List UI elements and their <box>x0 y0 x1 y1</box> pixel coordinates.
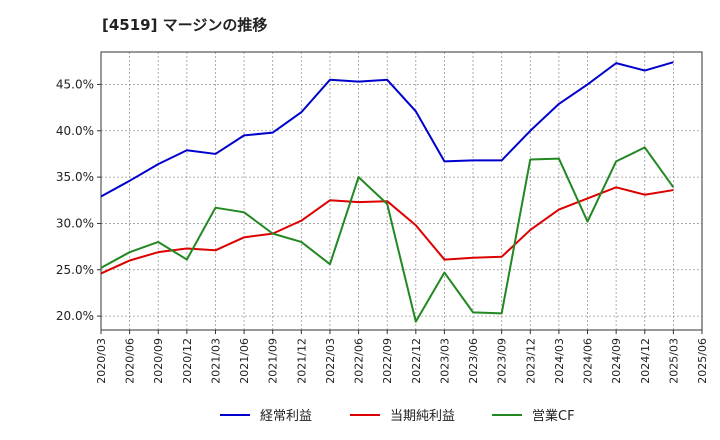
plot-frame <box>100 51 703 331</box>
x-tick-label: 2023/06 <box>467 338 480 384</box>
legend-label-2: 営業CF <box>532 408 575 424</box>
y-tick-label: 35.0% <box>56 170 94 184</box>
x-tick-label: 2021/12 <box>295 338 308 384</box>
x-tick-label: 2022/09 <box>381 338 394 384</box>
x-tick-label: 2022/06 <box>353 338 366 384</box>
x-tick-label: 2022/12 <box>410 338 423 384</box>
x-tick-label: 2024/09 <box>610 338 623 384</box>
x-tick-label: 2024/03 <box>553 338 566 384</box>
y-tick-label: 40.0% <box>56 124 94 138</box>
legend-label-0: 経常利益 <box>260 409 312 424</box>
x-tick-label: 2023/12 <box>524 338 537 384</box>
x-tick-label: 2024/12 <box>639 338 652 384</box>
x-tick-label: 2020/03 <box>95 338 108 384</box>
series-line-0 <box>100 61 674 198</box>
x-tick-label: 2023/09 <box>496 338 509 384</box>
y-tick-label: 20.0% <box>56 309 94 323</box>
x-tick-label: 2021/03 <box>209 338 222 384</box>
y-tick-label: 45.0% <box>56 77 94 91</box>
chart-title: [4519] マージンの推移 <box>102 16 268 34</box>
series-line-2 <box>100 146 675 323</box>
x-tick-label: 2025/03 <box>667 338 680 384</box>
x-tick-label: 2020/12 <box>181 338 194 384</box>
x-tick-label: 2020/09 <box>152 338 165 384</box>
x-tick-label: 2021/06 <box>238 338 251 384</box>
x-tick-label: 2023/03 <box>438 338 451 384</box>
x-tick-label: 2024/06 <box>582 338 595 384</box>
legend-label-1: 当期純利益 <box>390 409 455 424</box>
x-tick-label: 2020/06 <box>124 338 137 384</box>
y-tick-label: 25.0% <box>56 263 94 277</box>
x-tick-label: 2021/09 <box>267 338 280 384</box>
y-tick-label: 30.0% <box>56 216 94 230</box>
x-tick-label: 2022/03 <box>324 338 337 384</box>
x-tick-label: 2025/06 <box>696 338 709 384</box>
plot-area <box>101 52 702 330</box>
